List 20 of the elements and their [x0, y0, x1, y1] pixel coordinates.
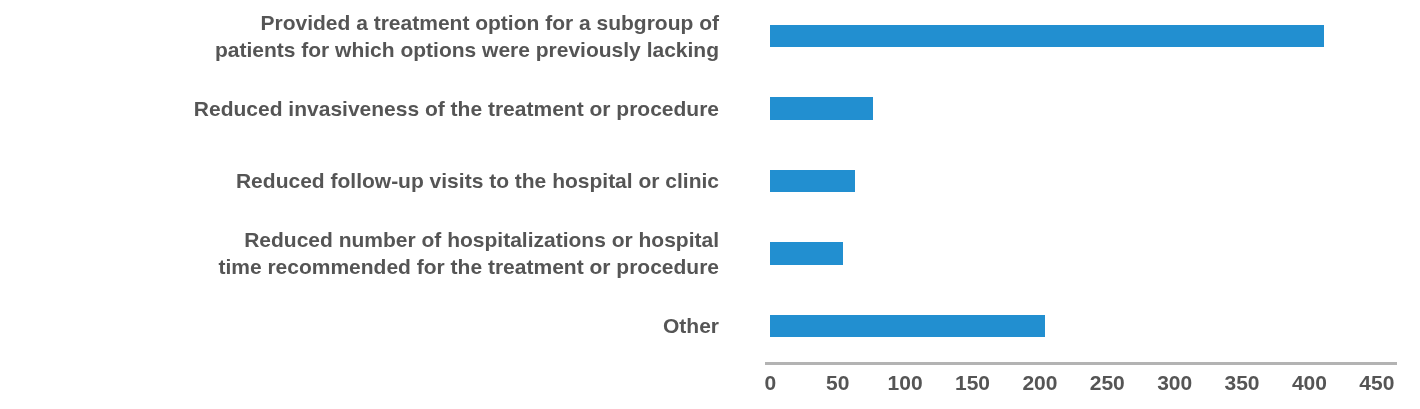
x-tick-label: 200: [1022, 371, 1058, 395]
y-tick-label: Provided a treatment option for a subgroup of patients for which options were previously lacking: [214, 10, 720, 62]
x-tick-label: 400: [1291, 371, 1327, 395]
x-tick-label: 150: [955, 371, 991, 395]
x-tick-label: 300: [1157, 371, 1193, 395]
x-tick-label: 50: [826, 371, 850, 395]
x-tick-label: 100: [887, 371, 923, 395]
y-tick-label: Reduced number of hospitalizations or hospital time recommended for the treatment or procedure: [218, 228, 719, 279]
y-tick-label: Reduced invasiveness of the treatment or procedure: [193, 96, 719, 120]
y-tick-label: Other: [662, 314, 719, 338]
bar: [770, 24, 1325, 48]
x-tick-label: 250: [1089, 371, 1125, 395]
y-tick-label: Reduced follow-up visits to the hospital or clinic: [235, 169, 720, 193]
x-tick-label: 350: [1224, 371, 1260, 395]
x-tick-label: 0: [764, 371, 777, 395]
bar: [770, 314, 1046, 338]
bar: [770, 169, 856, 193]
bar: [770, 242, 844, 265]
x-tick-label: 450: [1359, 371, 1395, 395]
bar: [770, 97, 873, 120]
